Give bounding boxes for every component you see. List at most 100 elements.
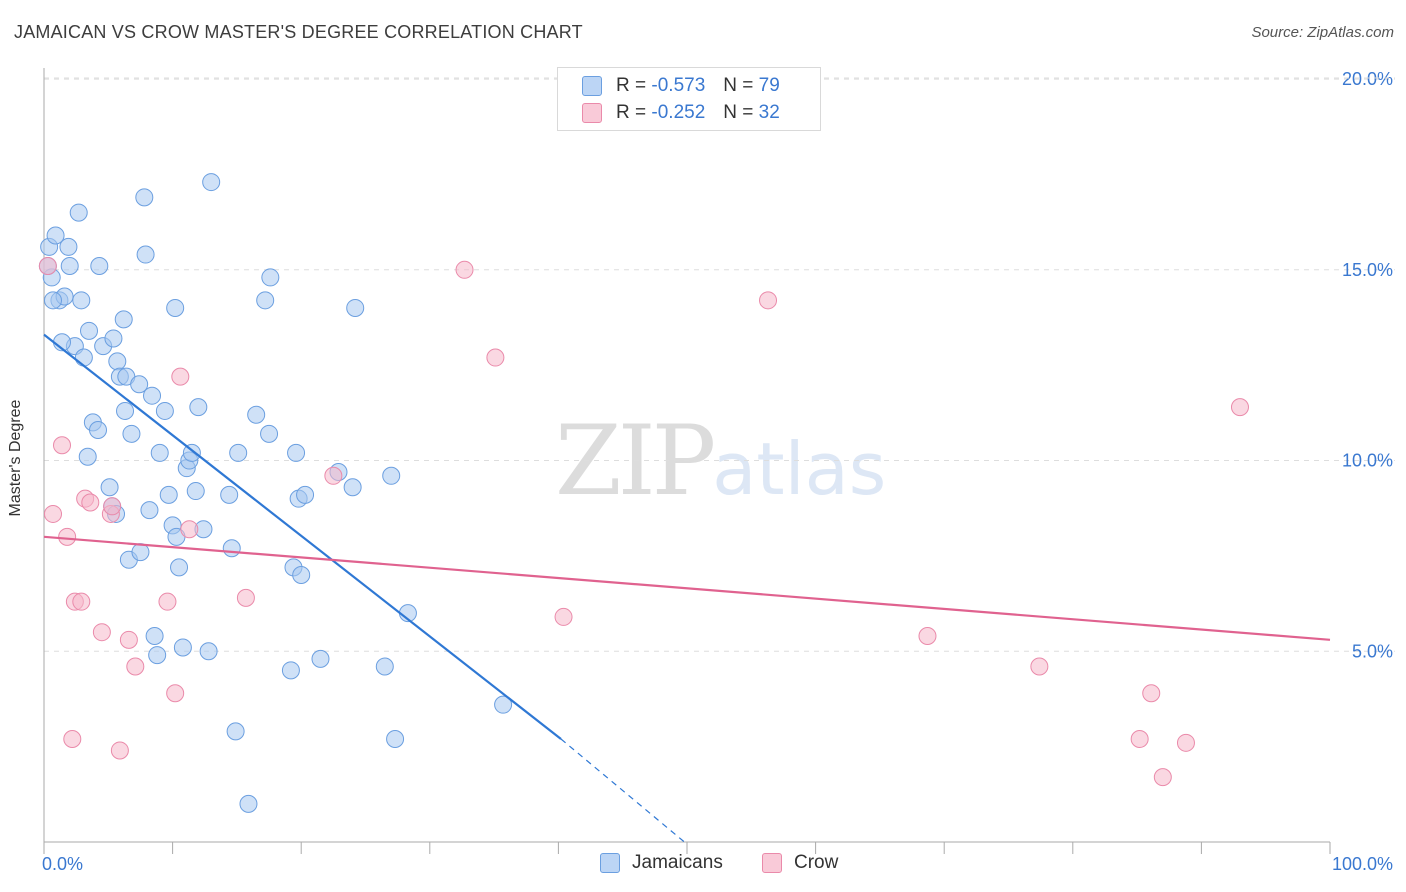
y-tick-label: 20.0% — [1342, 69, 1393, 89]
watermark-atlas: atlas — [712, 427, 887, 511]
crow-point — [1153, 768, 1172, 787]
jamaicans-point — [170, 558, 189, 577]
legend-r-value: -0.252 — [651, 102, 706, 123]
bottom-legend-swatch-crow — [762, 853, 782, 873]
jamaicans-point — [261, 268, 280, 287]
crow-point — [110, 741, 129, 760]
jamaicans-point — [60, 256, 79, 275]
jamaicans-point — [346, 298, 365, 317]
jamaicans-point — [199, 642, 218, 661]
jamaicans-point — [116, 401, 135, 420]
crow-point — [44, 504, 63, 523]
crow-point — [81, 493, 100, 512]
jamaicans-point — [311, 649, 330, 668]
crow-point — [72, 592, 91, 611]
source-attribution: Source: ZipAtlas.com — [1251, 24, 1394, 41]
legend-r-label: R = — [616, 75, 647, 96]
jamaicans-point — [229, 443, 248, 462]
jamaicans-point — [287, 443, 306, 462]
crow-point — [103, 497, 122, 516]
legend-swatch-jamaicans — [582, 76, 602, 96]
jamaicans-point — [375, 657, 394, 676]
jamaicans-point — [182, 443, 201, 462]
jamaicans-point — [281, 661, 300, 680]
jamaicans-point — [74, 348, 93, 367]
crow-point — [92, 623, 111, 642]
jamaicans-point — [226, 722, 245, 741]
legend-n-value: 79 — [758, 75, 780, 96]
jamaicans-point — [78, 447, 97, 466]
bottom-legend-label-crow: Crow — [794, 852, 839, 873]
jamaicans-point — [90, 256, 109, 275]
jamaicans-point — [159, 485, 178, 504]
jamaicans-point — [382, 466, 401, 485]
jamaicans-point — [239, 794, 258, 813]
jamaicans-point — [296, 485, 315, 504]
crow-point — [918, 627, 937, 646]
jamaicans-point — [186, 482, 205, 501]
y-tick-label: 5.0% — [1352, 641, 1393, 661]
jamaicans-point — [59, 237, 78, 256]
jamaicans-point — [80, 321, 99, 340]
crow-point — [455, 260, 474, 279]
jamaicans-point — [69, 203, 88, 222]
y-axis-label: Master's Degree — [7, 399, 24, 517]
jamaicans-point — [173, 638, 192, 657]
jamaicans-point — [220, 485, 239, 504]
jamaicans-trend-line — [43, 333, 562, 740]
legend-n-label: N = — [723, 75, 754, 96]
jamaicans-point — [202, 173, 221, 192]
legend-n-value: 32 — [758, 102, 780, 123]
jamaicans-point — [189, 398, 208, 417]
jamaicans-point — [108, 352, 127, 371]
crow-point — [166, 684, 185, 703]
bottom-legend-crow: Crow — [762, 852, 838, 874]
crow-point — [171, 367, 190, 386]
y-tick-label: 15.0% — [1342, 260, 1393, 280]
jamaicans-point — [260, 424, 279, 443]
jamaicans-point — [131, 543, 150, 562]
crow-point — [119, 630, 138, 649]
jamaicans-point — [135, 188, 154, 207]
crow-point — [554, 607, 573, 626]
legend-swatch-crow — [582, 103, 602, 123]
legend-row-jamaicans: R = -0.573 N = 79 — [582, 74, 780, 98]
crow-point — [1130, 730, 1149, 749]
jamaicans-point — [256, 291, 275, 310]
bottom-legend-label-jamaicans: Jamaicans — [632, 852, 723, 873]
jamaicans-point — [292, 565, 311, 584]
jamaicans-point — [72, 291, 91, 310]
jamaicans-point — [130, 375, 149, 394]
jamaicans-point — [150, 443, 169, 462]
stats-legend: R = -0.573 N = 79 R = -0.252 N = 32 — [557, 67, 821, 131]
crow-point — [1142, 684, 1161, 703]
crow-point — [486, 348, 505, 367]
jamaicans-point — [155, 401, 174, 420]
jamaicans-point — [222, 539, 241, 558]
jamaicans-point — [343, 478, 362, 497]
jamaicans-point — [114, 310, 133, 329]
y-tick-label: 10.0% — [1342, 451, 1393, 471]
crow-point — [58, 527, 77, 546]
jamaicans-point — [100, 478, 119, 497]
crow-point — [1176, 733, 1195, 752]
crow-point — [126, 657, 145, 676]
legend-row-crow: R = -0.252 N = 32 — [582, 101, 780, 125]
jamaicans-point — [145, 627, 164, 646]
crow-point — [759, 291, 778, 310]
jamaicans-point — [140, 501, 159, 520]
watermark: ZIPatlas — [555, 405, 886, 517]
jamaicans-point — [247, 405, 266, 424]
jamaicans-point — [148, 646, 167, 665]
crow-point — [38, 256, 57, 275]
chart-title: JAMAICAN VS CROW MASTER'S DEGREE CORRELA… — [14, 22, 583, 42]
jamaicans-point — [104, 329, 123, 348]
jamaicans-point — [136, 245, 155, 264]
crow-trend-line — [43, 535, 1331, 641]
bottom-legend-swatch-jamaicans — [600, 853, 620, 873]
legend-n-label: N = — [723, 102, 754, 123]
x-tick-label: 0.0% — [42, 854, 83, 874]
crow-point — [1030, 657, 1049, 676]
legend-r-label: R = — [616, 102, 647, 123]
